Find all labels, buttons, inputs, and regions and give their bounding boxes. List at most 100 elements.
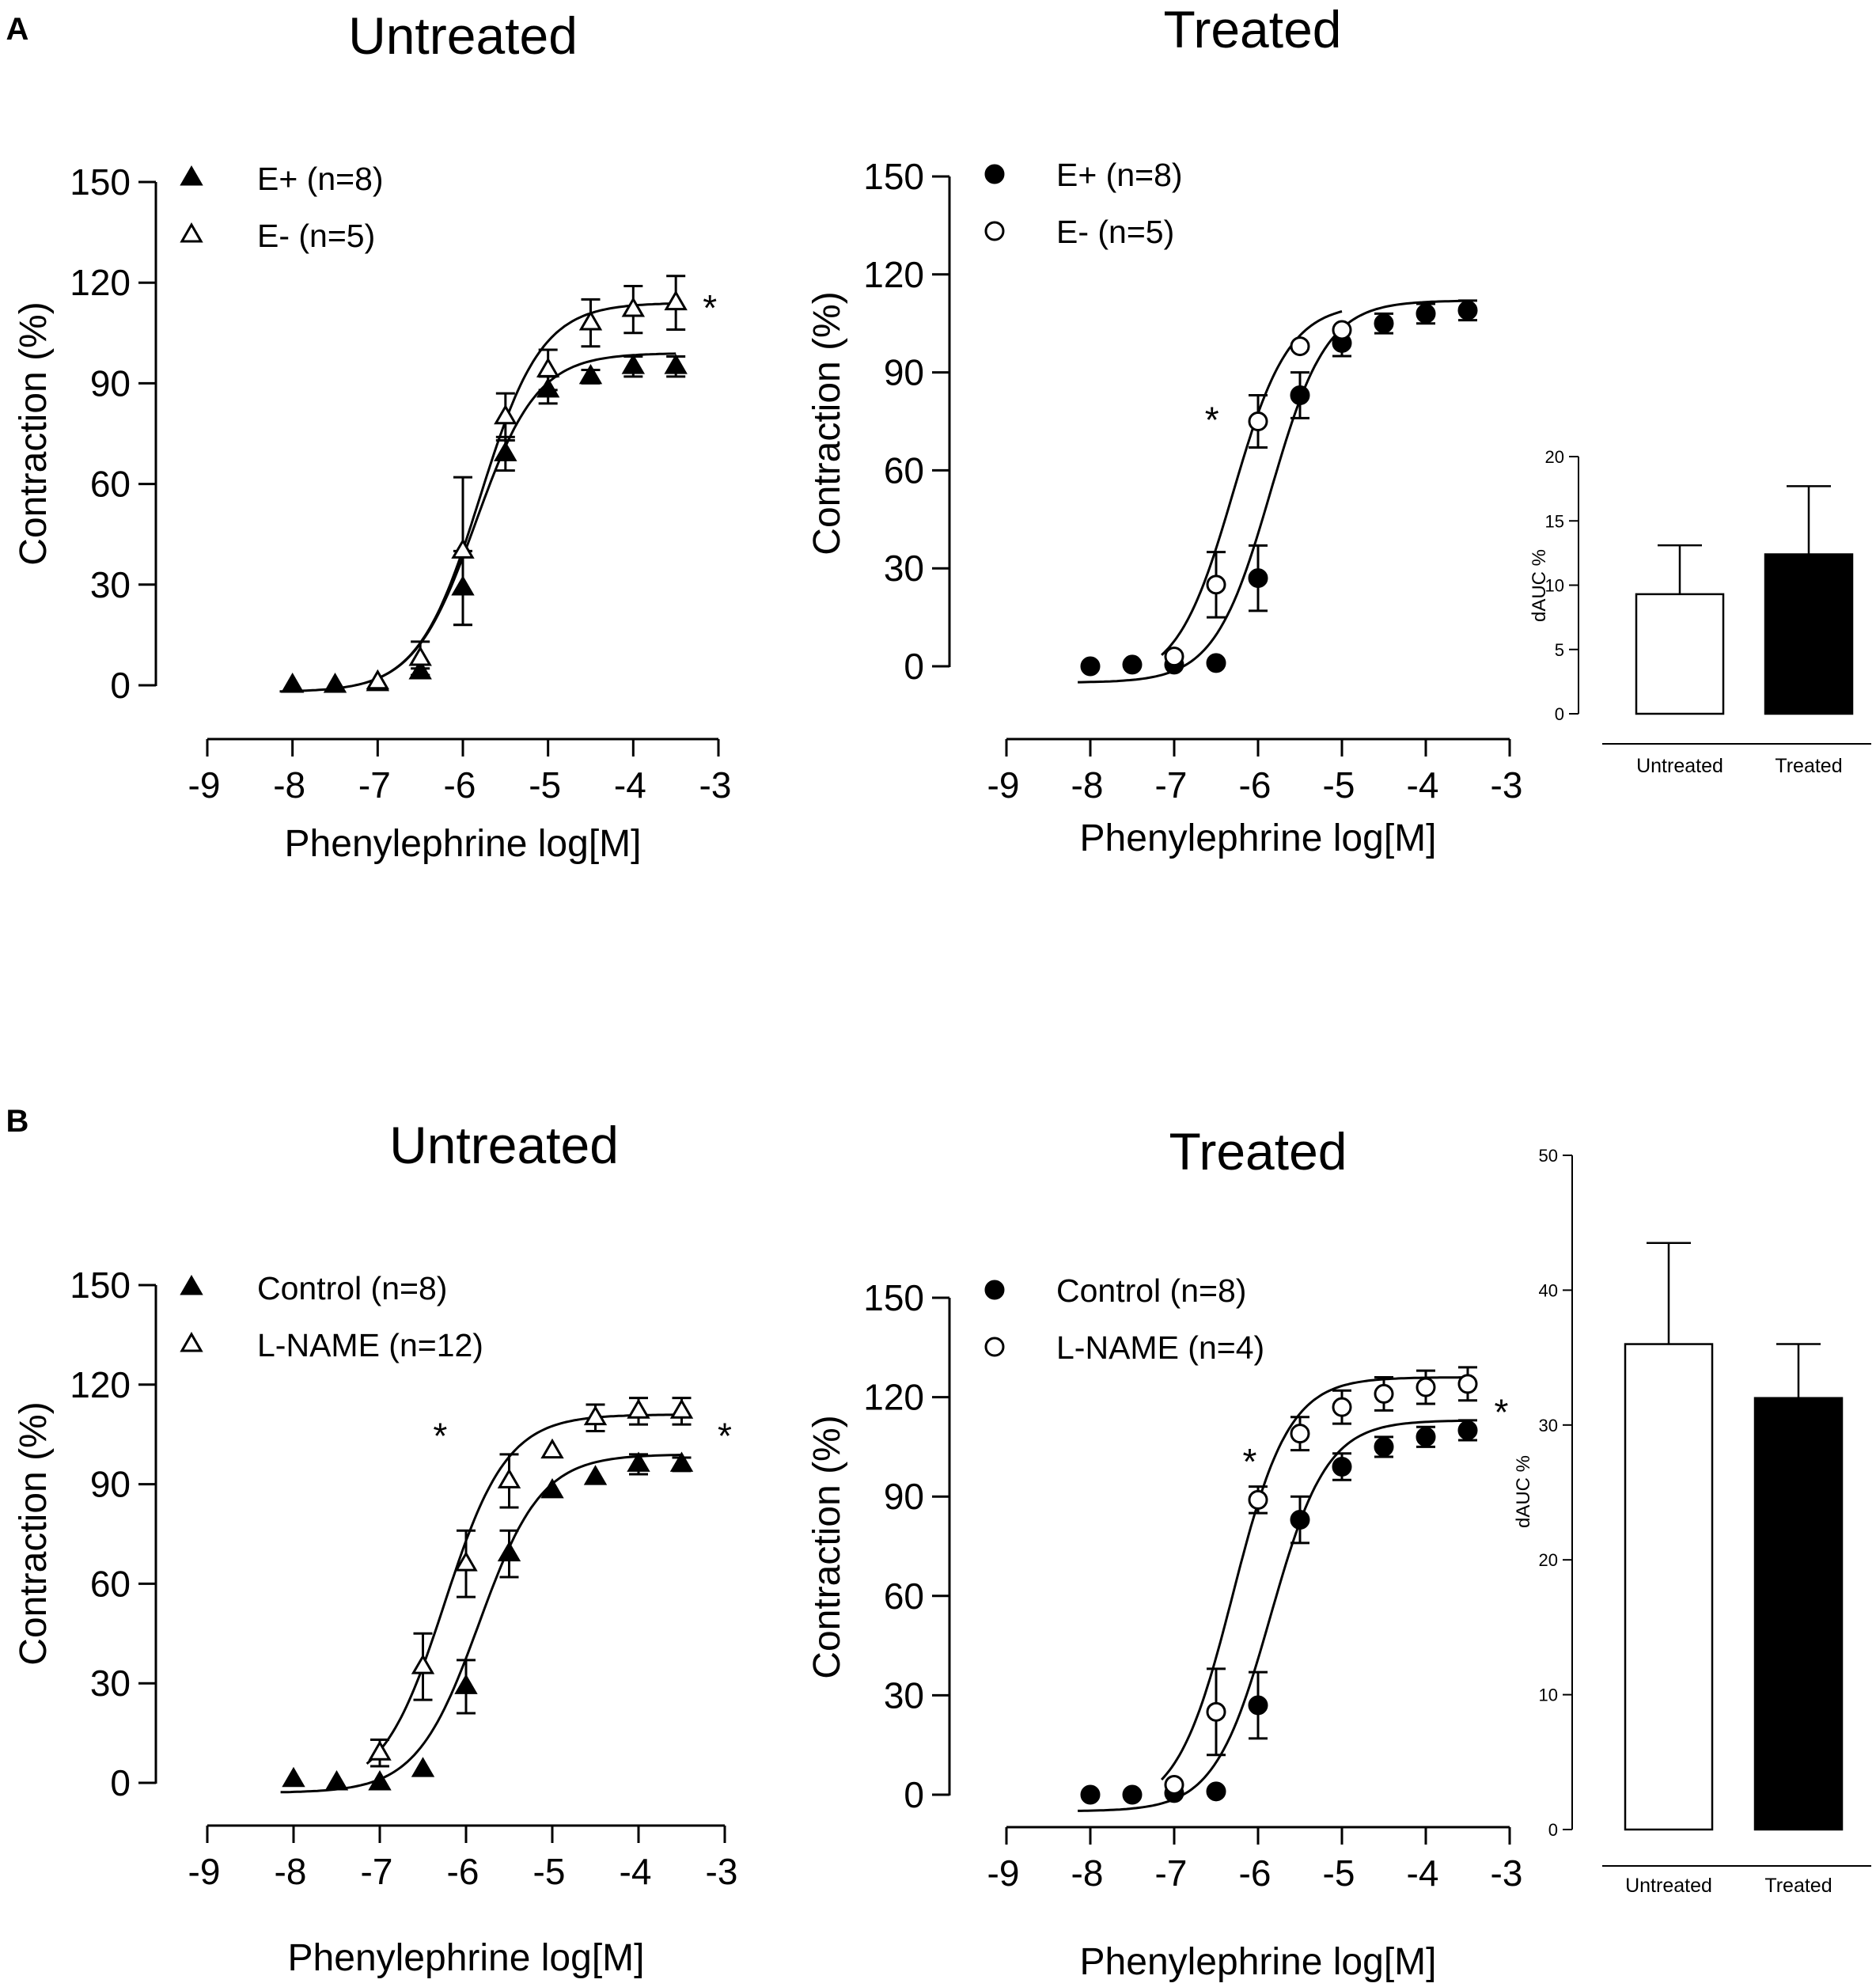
data-point [1248, 1695, 1268, 1716]
legend-marker [984, 164, 1005, 184]
data-point [536, 357, 560, 377]
data-point [1290, 1510, 1310, 1530]
legend-label: E- (n=5) [1056, 214, 1174, 250]
data-point [1416, 1377, 1436, 1397]
legend-label: L-NAME (n=4) [1056, 1329, 1264, 1366]
x-tick-label: -7 [1155, 1852, 1188, 1894]
x-tick-label: -6 [1239, 1852, 1272, 1894]
x-tick-label: -8 [1071, 1852, 1104, 1894]
chart-title: Untreated [348, 6, 578, 65]
data-point [497, 1541, 521, 1562]
x-tick-label: -7 [361, 1851, 393, 1892]
bar-untreated [1624, 1343, 1714, 1831]
data-point [1080, 1784, 1101, 1805]
data-point [1332, 1457, 1352, 1477]
y-tick-label: 50 [1539, 1146, 1558, 1166]
x-tick-label: -5 [1323, 1852, 1355, 1894]
data-point [540, 1478, 564, 1499]
data-point [1080, 656, 1101, 677]
y-tick-label: 90 [884, 352, 924, 393]
bar-treated [1764, 553, 1854, 715]
legend-label: Control (n=8) [1056, 1272, 1246, 1309]
chart-B-inset: 0 10 20 30 40 50 dAUC % Untreated Treated [1513, 1146, 1871, 1897]
x-tick-label: -6 [444, 764, 476, 806]
chart-B-treated: Treated 0 30 60 90 120 150 Contraction (%) -9 -8 -… [806, 1122, 1522, 1983]
data-point [497, 1468, 521, 1488]
bar-untreated [1635, 593, 1725, 715]
data-point [1290, 385, 1310, 405]
y-tick-label: 90 [90, 1464, 131, 1505]
panel-letter: B [6, 1104, 29, 1139]
y-tick-label: 0 [904, 1774, 924, 1815]
y-tick-label: 150 [863, 156, 924, 197]
data-point [1332, 1397, 1352, 1417]
fit-curve [279, 352, 676, 693]
y-axis-label: Contraction (%) [13, 1401, 55, 1665]
data-point [583, 1405, 608, 1426]
data-point [411, 1757, 435, 1777]
x-tick-label: -8 [273, 764, 305, 806]
bar-treated [1753, 1397, 1844, 1831]
fit-curve [1078, 299, 1469, 684]
x-axis-label: Phenylephrine log[M] [1080, 817, 1437, 859]
y-tick-label: 40 [1539, 1280, 1558, 1300]
data-point [621, 297, 646, 317]
fit-curve [1078, 1419, 1469, 1812]
data-point [1164, 1774, 1184, 1795]
y-tick-label: 60 [90, 1563, 131, 1604]
x-tick-label: -9 [987, 1852, 1020, 1894]
x-tick-label: -4 [1407, 1852, 1439, 1894]
data-point [664, 290, 688, 311]
data-point [1457, 300, 1478, 320]
y-tick-label: 0 [904, 646, 924, 687]
x-tick-label: -9 [987, 764, 1020, 806]
x-tick-label: -7 [1155, 764, 1188, 806]
category-label: Untreated [1625, 1875, 1712, 1897]
category-label: Untreated [1636, 755, 1723, 777]
y-tick-label: 120 [70, 262, 131, 303]
data-point [323, 673, 347, 693]
data-point [1206, 574, 1226, 595]
data-point [1206, 653, 1226, 673]
data-point [368, 1770, 392, 1791]
y-tick-label: 150 [70, 161, 131, 203]
data-point [1374, 1436, 1394, 1457]
data-point [451, 538, 475, 559]
data-point [1457, 1374, 1478, 1394]
data-point [669, 1451, 694, 1472]
x-tick-label: -6 [1239, 764, 1272, 806]
legend-marker [984, 1280, 1005, 1300]
data-point [1248, 568, 1268, 589]
fit-curve [1161, 310, 1343, 656]
fit-curve [364, 302, 676, 684]
y-tick-label: 30 [90, 564, 131, 605]
data-point [408, 646, 432, 666]
y-tick-label: 5 [1555, 640, 1564, 660]
chart-B-untreated: B Untreated 0 30 60 90 120 150 Contraction (%) -9… [6, 1104, 738, 1979]
significance-star: * [1494, 1391, 1508, 1432]
legend-marker [180, 222, 203, 243]
data-point [494, 441, 517, 461]
y-tick-label: 15 [1545, 511, 1564, 531]
x-tick-label: -5 [533, 1851, 566, 1892]
y-axis-label: Contraction (%) [806, 291, 848, 555]
y-tick-label: 20 [1539, 1550, 1558, 1570]
data-point [324, 1770, 349, 1791]
significance-star: * [703, 287, 717, 328]
data-point [621, 354, 646, 374]
y-tick-label: 0 [1555, 704, 1564, 724]
legend-label: L-NAME (n=12) [257, 1327, 483, 1363]
data-point [578, 310, 603, 331]
data-point [1122, 654, 1143, 675]
data-point [494, 404, 517, 425]
data-point [1332, 320, 1352, 340]
data-point [583, 1465, 608, 1485]
data-point [627, 1398, 650, 1419]
data-point [1457, 1420, 1478, 1440]
data-point [280, 673, 305, 693]
x-tick-label: -7 [358, 764, 391, 806]
y-tick-label: 120 [863, 254, 924, 295]
y-tick-label: 120 [70, 1364, 131, 1405]
chart-title: Untreated [389, 1116, 619, 1174]
